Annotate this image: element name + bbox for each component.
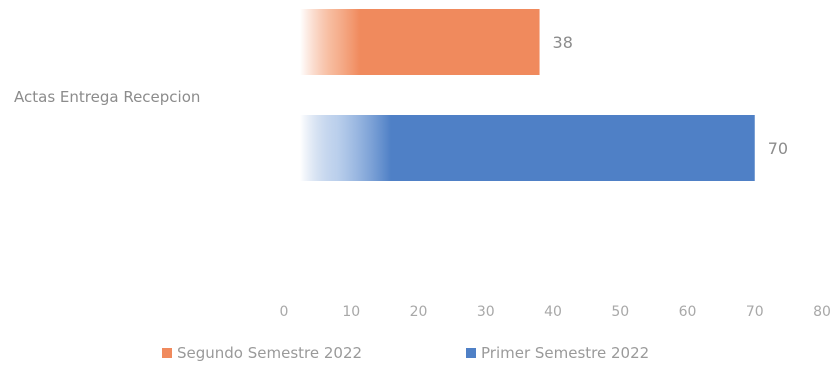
bar-segundo-semestre-2022 — [300, 9, 540, 75]
legend-item-1: Primer Semestre 2022 — [466, 344, 649, 362]
legend-label: Segundo Semestre 2022 — [177, 344, 362, 362]
x-tick-label: 50 — [611, 304, 629, 320]
bar-primer-semestre-2022 — [300, 115, 755, 181]
x-tick-label: 60 — [679, 304, 697, 320]
x-tick-label: 30 — [477, 304, 495, 320]
x-tick-label: 10 — [342, 304, 360, 320]
x-tick-label: 0 — [280, 304, 289, 320]
legend-swatch — [162, 348, 172, 358]
x-tick-label: 40 — [544, 304, 562, 320]
legend-label: Primer Semestre 2022 — [481, 344, 649, 362]
legend-item-0: Segundo Semestre 2022 — [162, 344, 362, 362]
data-label-1: 70 — [768, 139, 788, 158]
legend-swatch — [466, 348, 476, 358]
data-label-0: 38 — [553, 33, 573, 52]
x-tick-label: 70 — [746, 304, 764, 320]
category-label: Actas Entrega Recepcion — [14, 88, 200, 106]
x-tick-label: 20 — [410, 304, 428, 320]
x-tick-label: 80 — [813, 304, 831, 320]
